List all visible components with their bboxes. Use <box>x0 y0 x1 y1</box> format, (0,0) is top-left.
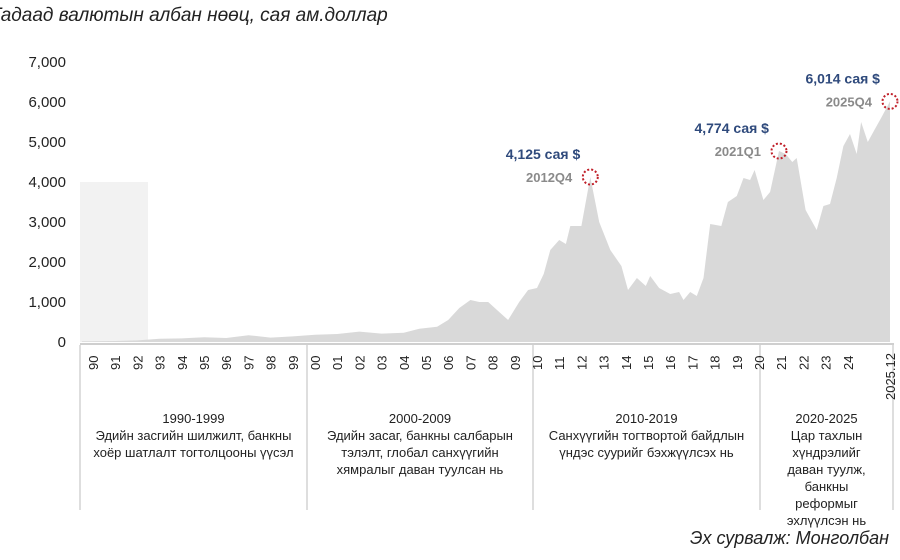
x-tick-label: 24 <box>841 356 856 370</box>
y-tick-label: 0 <box>58 334 66 351</box>
period-text: Эдийн засаг, банкны салбарын тэлэлт, гло… <box>327 428 513 477</box>
y-tick-label: 7,000 <box>28 54 66 71</box>
period-description: 1990-1999 Эдийн засгийн шилжилт, банкны х… <box>84 410 303 461</box>
x-tick-label: 96 <box>219 356 234 370</box>
y-tick-label: 3,000 <box>28 214 66 231</box>
period-range: 2000-2009 <box>388 411 452 426</box>
peak-marker <box>581 168 599 186</box>
faint-background-block <box>80 182 148 342</box>
peak-period-label: 2025Q4 <box>826 94 873 109</box>
reserves-area <box>81 101 890 343</box>
x-tick-label: 95 <box>197 356 212 370</box>
x-tick-label: 97 <box>241 356 256 370</box>
peak-marker <box>881 92 899 110</box>
x-tick-label: 02 <box>352 356 367 370</box>
period-description: 2010-2019 Санхүүгийн тогтвортой байдлын ү… <box>537 410 756 461</box>
period-range: 2020-2025 <box>795 411 858 426</box>
period-text: Санхүүгийн тогтвортой байдлын үндэс суур… <box>548 428 745 460</box>
x-tick-label: 99 <box>286 356 301 370</box>
x-tick-label: 22 <box>796 356 811 370</box>
x-tick-label: 2025.12 <box>883 353 898 400</box>
x-tick-label: 05 <box>419 356 434 370</box>
y-tick-label: 1,000 <box>28 294 66 311</box>
x-tick-label: 03 <box>375 356 390 370</box>
peak-period-label: 2021Q1 <box>715 144 761 159</box>
x-tick-label: 90 <box>86 356 101 370</box>
x-tick-label: 92 <box>130 356 145 370</box>
x-tick-label: 19 <box>730 356 745 370</box>
period-range: 2010-2019 <box>615 411 678 426</box>
x-tick-label: 17 <box>685 356 700 370</box>
x-tick-label: 91 <box>108 356 123 370</box>
x-tick-label: 23 <box>819 356 834 370</box>
x-tick-label: 08 <box>486 356 501 370</box>
peak-value-label: 4,125 сая $ <box>506 146 581 162</box>
period-text: Эдийн засгийн шилжилт, банкны хоёр шатла… <box>93 428 294 460</box>
x-tick-label: 12 <box>574 356 589 370</box>
x-tick-label: 00 <box>308 356 323 370</box>
y-tick-label: 6,000 <box>28 94 66 111</box>
period-range: 1990-1999 <box>162 411 225 426</box>
x-tick-label: 06 <box>441 356 456 370</box>
x-tick-label: 09 <box>508 356 523 370</box>
x-tick-label: 93 <box>153 356 168 370</box>
y-tick-label: 2,000 <box>28 254 66 271</box>
x-tick-label: 18 <box>708 356 723 370</box>
y-tick-label: 5,000 <box>28 134 66 151</box>
x-tick-label: 16 <box>663 356 678 370</box>
x-tick-label: 20 <box>752 356 767 370</box>
x-tick-label: 14 <box>619 356 634 370</box>
x-tick-label: 21 <box>774 356 789 370</box>
source-note: Эх сурвалж: Монголбан <box>690 528 890 548</box>
x-tick-label: 01 <box>330 356 345 370</box>
x-tick-label: 98 <box>264 356 279 370</box>
peak-value-label: 4,774 сая $ <box>694 120 769 136</box>
period-text: Цар тахлын хүндрэлийг даван туулж, банкн… <box>786 428 867 528</box>
x-tick-label: 15 <box>641 356 656 370</box>
x-tick-label: 13 <box>597 356 612 370</box>
x-tick-label: 04 <box>397 356 412 370</box>
x-tick-label: 10 <box>530 356 545 370</box>
chart-title: Гадаад валютын албан нөөц, сая ам.доллар <box>0 5 388 26</box>
period-description: 2000-2009 Эдийн засаг, банкны салбарын тэ… <box>311 410 529 478</box>
period-description: 2020-2025 Цар тахлын хүндрэлийг даван туу… <box>764 410 889 529</box>
y-tick-label: 4,000 <box>28 174 66 191</box>
x-tick-label: 11 <box>552 357 567 371</box>
peak-period-label: 2012Q4 <box>526 170 573 185</box>
peak-marker <box>770 142 788 160</box>
x-tick-label: 94 <box>175 356 190 370</box>
x-tick-label: 07 <box>463 356 478 370</box>
peak-value-label: 6,014 сая $ <box>805 70 880 86</box>
